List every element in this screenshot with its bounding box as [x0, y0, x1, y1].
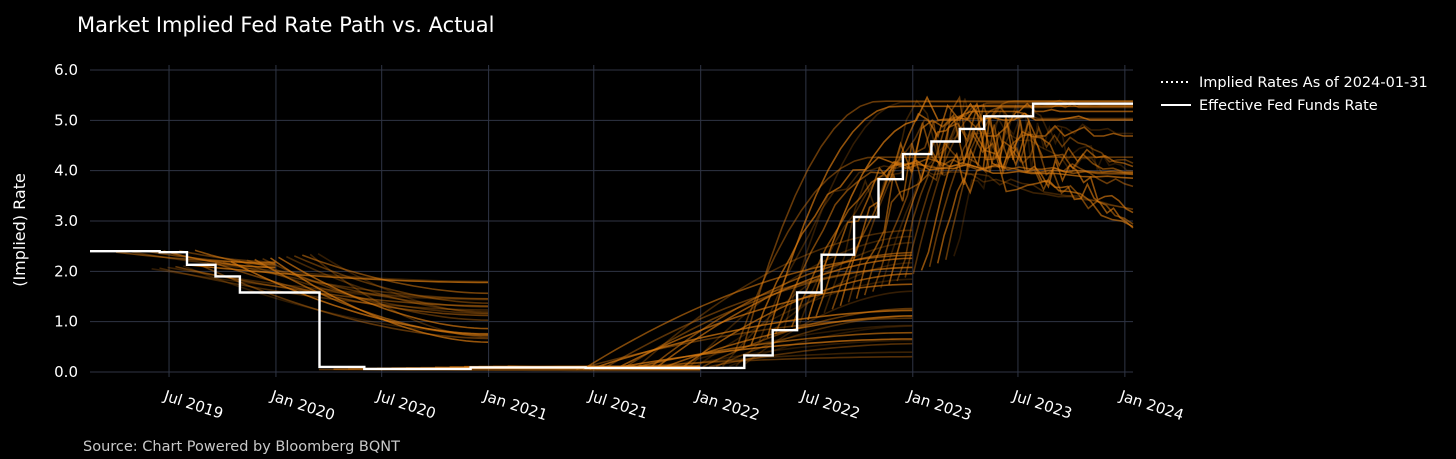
implied-path [758, 162, 1134, 342]
implied-path [596, 355, 913, 370]
effective-fed-funds-series [90, 102, 1133, 371]
implied-path [629, 331, 913, 370]
y-tick-label: 2.0 [54, 262, 78, 280]
implied-path [936, 115, 1134, 264]
implied-path [928, 103, 1134, 267]
implied-path [742, 100, 1133, 349]
effective-fed-funds-line [90, 102, 1133, 371]
implied-path [945, 100, 1133, 260]
implied-path [635, 229, 913, 369]
implied-path [766, 105, 1133, 338]
implied-path [855, 109, 1134, 299]
x-tick-label: Jul 2022 [798, 386, 863, 422]
implied-path [807, 95, 1133, 321]
legend-actual-label: Effective Fed Funds Rate [1199, 98, 1378, 114]
implied-path [159, 267, 489, 311]
implied-path [880, 98, 1134, 289]
implied-path [238, 260, 489, 315]
x-tick-label: Jan 2023 [905, 386, 974, 424]
implied-path [953, 103, 1134, 257]
implied-path [246, 259, 489, 308]
y-tick-label: 4.0 [54, 162, 78, 180]
implied-path [254, 258, 489, 337]
implied-path [920, 116, 1134, 271]
implied-path [695, 278, 913, 368]
implied-path [589, 309, 913, 370]
implied-path [888, 102, 1133, 285]
y-tick-label: 3.0 [54, 212, 78, 230]
implied-path [191, 264, 488, 284]
x-tick-label: Jul 2019 [161, 386, 226, 422]
implied-path [872, 95, 1134, 292]
x-axis-ticks: Jul 2019 Jan 2020 Jul 2020 Jan 2021 Jul 2021… [161, 386, 1186, 424]
x-tick-label: Jan 2020 [268, 386, 337, 424]
implied-path [702, 307, 913, 368]
implied-path [198, 263, 489, 340]
y-tick-label: 1.0 [54, 313, 78, 331]
legend-implied-label: Implied Rates As of 2024-01-31 [1199, 75, 1428, 91]
y-tick-label: 0.0 [54, 363, 78, 381]
y-axis-label: (Implied) Rate [10, 173, 29, 287]
implied-path [715, 315, 913, 368]
implied-path [734, 156, 1133, 353]
implied-path [262, 257, 489, 321]
implied-path [655, 257, 913, 369]
source-note: Source: Chart Powered by Bloomberg BQNT [83, 439, 400, 455]
implied-path [669, 324, 913, 369]
implied-path [293, 255, 489, 304]
x-tick-label: Jan 2021 [480, 386, 549, 424]
implied-path [207, 263, 489, 283]
implied-path [863, 114, 1134, 296]
implied-path [151, 268, 489, 301]
implied-path [782, 101, 1133, 331]
x-tick-label: Jul 2023 [1010, 386, 1075, 422]
x-tick-label: Jul 2020 [374, 386, 439, 422]
implied-path [309, 253, 489, 338]
implied-path [163, 250, 276, 269]
y-axis-ticks: 0.0 1.0 2.0 3.0 4.0 5.0 6.0 [54, 61, 78, 381]
x-tick-label: Jan 2022 [693, 386, 762, 424]
implied-path [742, 290, 913, 367]
implied-path [649, 251, 913, 369]
implied-path [815, 113, 1134, 317]
implied-path [214, 262, 489, 317]
implied-path [317, 253, 489, 315]
implied-path [222, 261, 489, 300]
implied-path [270, 257, 489, 343]
implied-rate-paths [116, 95, 1134, 372]
x-tick-label: Jul 2021 [586, 386, 651, 422]
implied-path [675, 339, 913, 369]
implied-path [774, 163, 1134, 335]
implied-path [278, 256, 489, 330]
implied-path [286, 255, 489, 313]
y-tick-label: 6.0 [54, 61, 78, 79]
x-tick-label: Jan 2024 [1117, 386, 1186, 424]
legend: Implied Rates As of 2024-01-31 Effective… [1161, 75, 1428, 114]
implied-path [302, 254, 489, 295]
implied-path [147, 250, 276, 265]
y-tick-label: 5.0 [54, 111, 78, 129]
chart-title: Market Implied Fed Rate Path vs. Actual [77, 13, 494, 37]
